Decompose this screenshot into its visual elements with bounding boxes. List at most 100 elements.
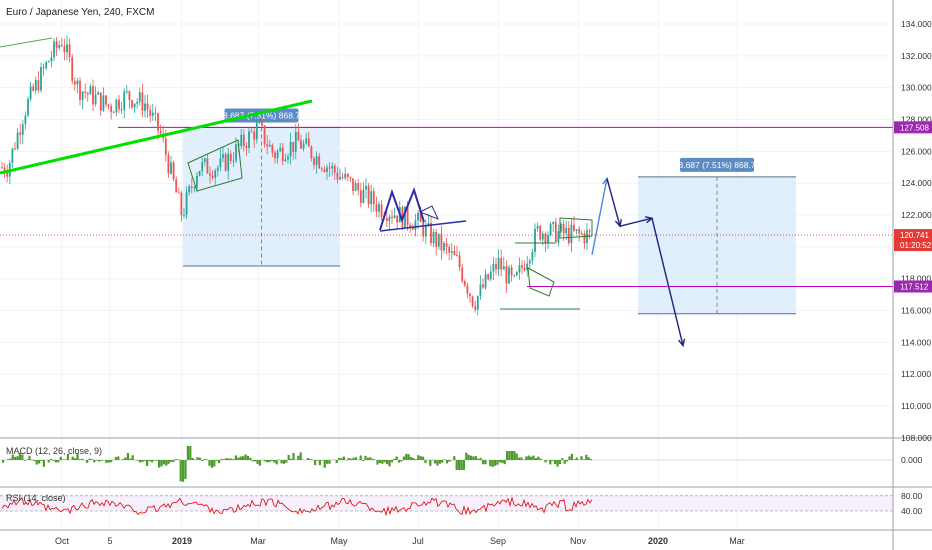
macd-bar <box>244 454 247 460</box>
candle-body <box>391 216 393 218</box>
macd-bar <box>287 454 290 460</box>
macd-bar <box>566 460 569 462</box>
candle-body <box>326 167 328 172</box>
macd-bar <box>160 460 163 467</box>
candle-body <box>224 154 227 171</box>
candle-body <box>198 171 201 176</box>
candle-body <box>42 67 45 69</box>
candle-body <box>448 246 451 253</box>
w-pattern <box>379 187 425 231</box>
candle-body <box>263 125 266 145</box>
macd-bar <box>508 451 511 460</box>
candle-body <box>24 115 27 125</box>
macd-bar <box>74 458 77 460</box>
price-tick: 130.000 <box>901 83 932 93</box>
macd-bar <box>515 453 518 460</box>
macd-bar <box>338 457 341 460</box>
macd-bar <box>419 456 422 460</box>
macd-bar <box>558 460 561 465</box>
candle-body <box>118 99 120 110</box>
macd-bar <box>489 460 492 467</box>
price-tick: 118.000 <box>901 274 931 284</box>
top-trendline <box>0 37 53 48</box>
candle-body <box>417 212 419 221</box>
macd-bar <box>225 458 228 460</box>
candle-body <box>445 243 448 247</box>
macd-bar <box>472 456 475 460</box>
macd-bar <box>122 459 125 460</box>
candle-body <box>92 86 94 105</box>
measure-label: 8.687 (7.51%) 868.7 <box>678 160 755 170</box>
macd-bar <box>434 460 437 464</box>
candle-body <box>505 266 508 284</box>
macd-bar <box>28 456 31 460</box>
macd-bar <box>208 460 211 466</box>
macd-bar <box>503 460 506 465</box>
candle-body <box>534 228 536 253</box>
candle-body <box>453 251 456 256</box>
candle-body <box>430 222 432 244</box>
macd-bar <box>549 460 552 465</box>
candle-body <box>354 183 357 191</box>
macd-bar <box>76 453 79 460</box>
macd-bar <box>196 457 199 460</box>
candle-body <box>333 165 336 173</box>
candle-body <box>440 233 443 251</box>
candle-body <box>84 91 87 93</box>
macd-bar <box>378 460 381 464</box>
candle-body <box>157 113 159 131</box>
candle-body <box>396 215 399 223</box>
macd-bar <box>335 460 338 464</box>
candle-body <box>185 192 188 216</box>
candle-body <box>562 223 565 234</box>
candle-body <box>11 148 14 163</box>
macd-bar <box>198 457 201 460</box>
macd-bar <box>455 460 458 470</box>
candle-body <box>37 80 40 91</box>
candle-body <box>3 167 6 173</box>
macd-bar <box>580 456 583 460</box>
macd-bar <box>26 459 29 460</box>
candle-body <box>71 57 74 81</box>
macd-bar <box>57 460 60 463</box>
macd-bar <box>400 460 403 462</box>
candle-body <box>435 231 438 247</box>
candle-body <box>73 80 76 85</box>
green-trendline <box>0 99 313 175</box>
candle-body <box>567 227 570 244</box>
macd-bar <box>477 458 480 460</box>
time-tick: Mar <box>729 536 745 546</box>
macd-bar <box>254 460 257 462</box>
candle-body <box>578 229 581 234</box>
macd-bar <box>93 460 96 463</box>
candle-body <box>336 172 339 180</box>
candle-body <box>21 124 24 135</box>
macd-bar <box>88 458 91 460</box>
macd-bar <box>460 460 463 470</box>
macd-bar <box>234 455 237 460</box>
macd-bar <box>590 458 593 460</box>
macd-bar <box>342 456 345 460</box>
macd-bar <box>251 460 254 462</box>
candle-body <box>227 153 230 171</box>
macd-bar <box>105 460 108 463</box>
macd-bar <box>64 459 67 460</box>
candle-body <box>219 158 222 168</box>
price-badge <box>894 229 932 242</box>
candle-body <box>367 185 370 205</box>
candle-body <box>167 154 170 174</box>
rsi-title: RSI (14, close) <box>6 493 66 503</box>
price-badge-label: 127.508 <box>900 123 929 132</box>
candle-body <box>94 94 97 105</box>
macd-bar <box>498 460 501 463</box>
candle-body <box>16 132 19 149</box>
candle-body <box>144 103 146 111</box>
candle-body <box>406 206 409 225</box>
candle-body <box>508 267 510 284</box>
arrow-right <box>619 217 653 227</box>
arrow-down-long-head <box>678 338 686 348</box>
candle-body <box>53 41 55 58</box>
macd-bar <box>270 460 273 462</box>
candle-body <box>107 104 110 107</box>
